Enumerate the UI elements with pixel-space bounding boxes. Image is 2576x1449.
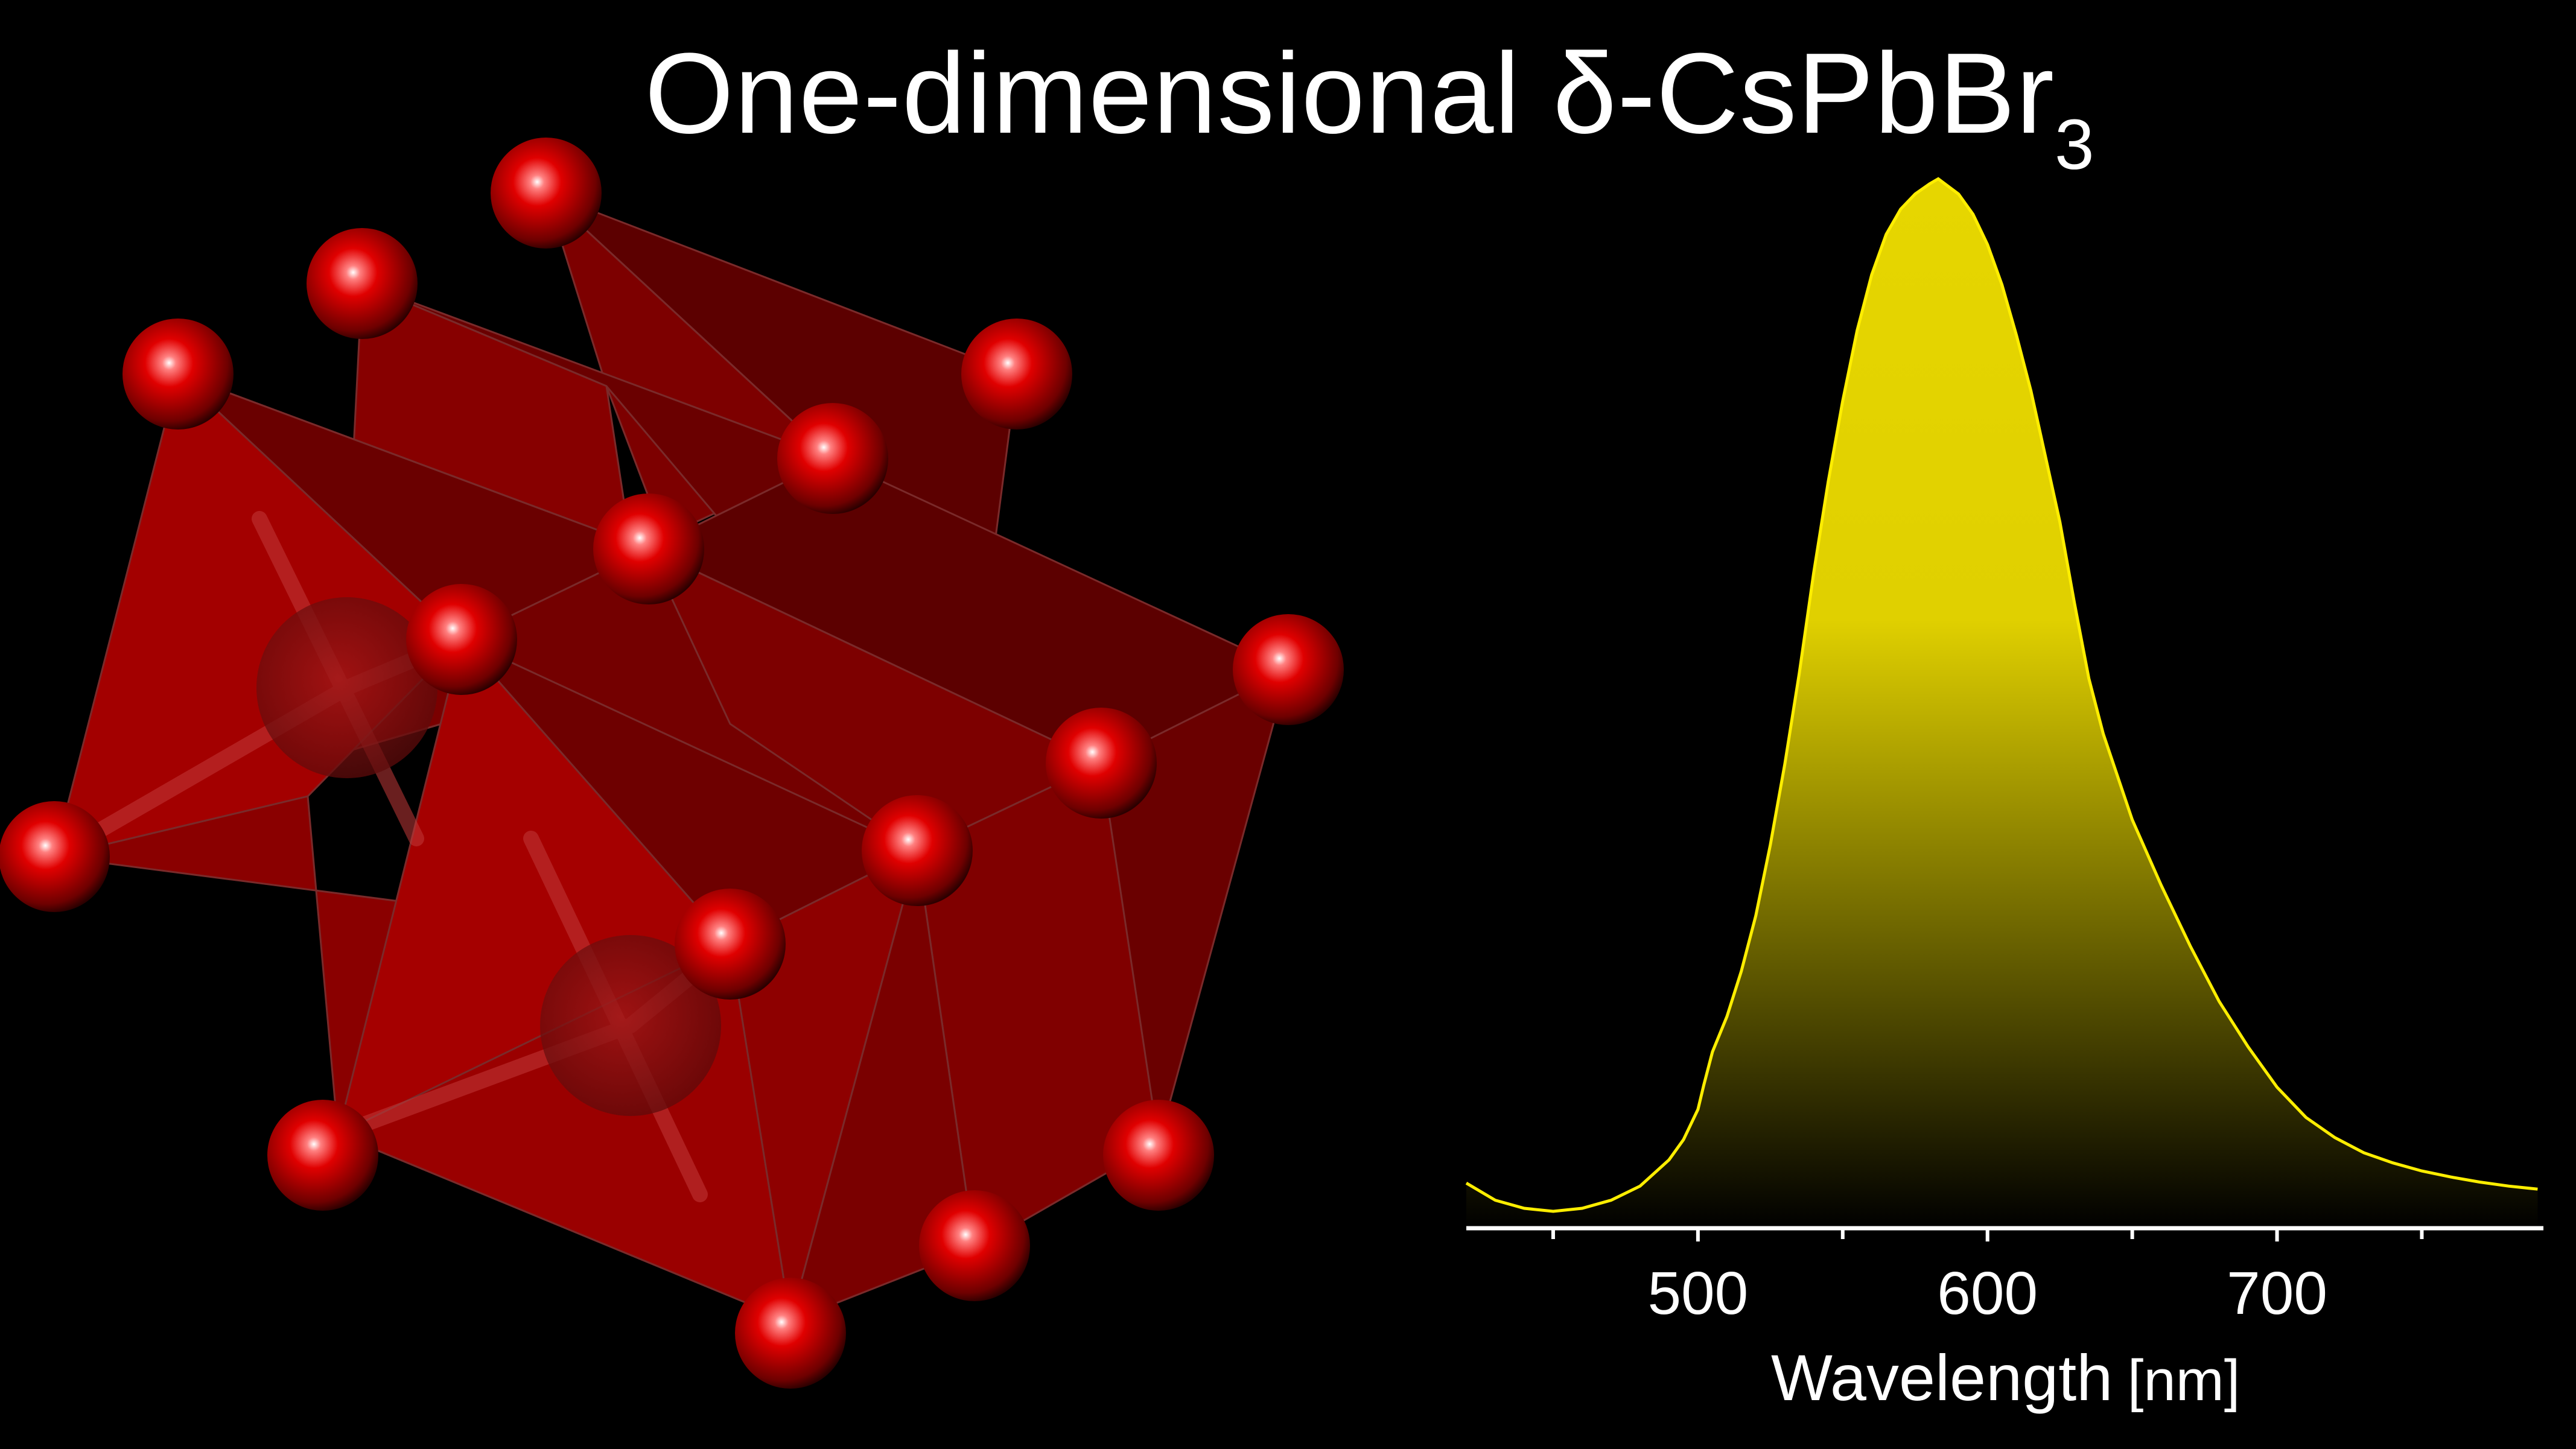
bromine-atom	[777, 403, 888, 514]
spectrum-fill	[1466, 179, 2538, 1228]
x-axis-unit: [nm]	[2128, 1348, 2240, 1413]
x-axis-tick-labels: 500 600 700	[1647, 1260, 2327, 1327]
x-tick-label: 600	[1937, 1260, 2038, 1327]
x-axis-label: Wavelength [nm]	[1771, 1341, 2240, 1414]
bromine-atom	[919, 1190, 1030, 1301]
bromine-atom	[961, 319, 1072, 430]
bromine-atom	[1103, 1100, 1214, 1211]
bromine-atom	[307, 228, 418, 339]
bromine-atom	[491, 138, 602, 249]
x-axis-label-text: Wavelength	[1771, 1341, 2113, 1414]
lead-atom	[256, 597, 437, 778]
bromine-atom	[1233, 614, 1344, 725]
x-axis-ticks	[1551, 1228, 2424, 1241]
octahedra-group	[46, 190, 1291, 1323]
bromine-atom	[862, 795, 973, 906]
red-octahedra-chain-icon	[0, 138, 1344, 1389]
octahedron-face	[789, 850, 976, 1323]
lead-atom	[540, 935, 721, 1116]
bromine-atoms-group	[0, 138, 1344, 1389]
bromine-atom	[593, 493, 704, 604]
title-subscript: 3	[2055, 105, 2095, 185]
bromine-atom	[406, 584, 517, 695]
bromine-atom	[735, 1278, 846, 1389]
x-tick-label: 700	[2227, 1260, 2327, 1327]
bromine-atom	[1046, 708, 1157, 819]
bromine-atom	[122, 319, 234, 430]
bromine-atom	[0, 801, 110, 912]
spectrum-line	[1465, 177, 2538, 1213]
page-title: One-dimensional δ-CsPbBr3	[0, 24, 2576, 180]
bromine-atom	[675, 889, 786, 1000]
emission-spectrum-chart: 500 600 700 Wavelength [nm]	[1465, 177, 2543, 1414]
bromine-atom	[267, 1100, 378, 1211]
x-tick-label: 500	[1647, 1260, 1748, 1327]
title-main: One-dimensional δ-CsPbBr	[644, 30, 2055, 157]
